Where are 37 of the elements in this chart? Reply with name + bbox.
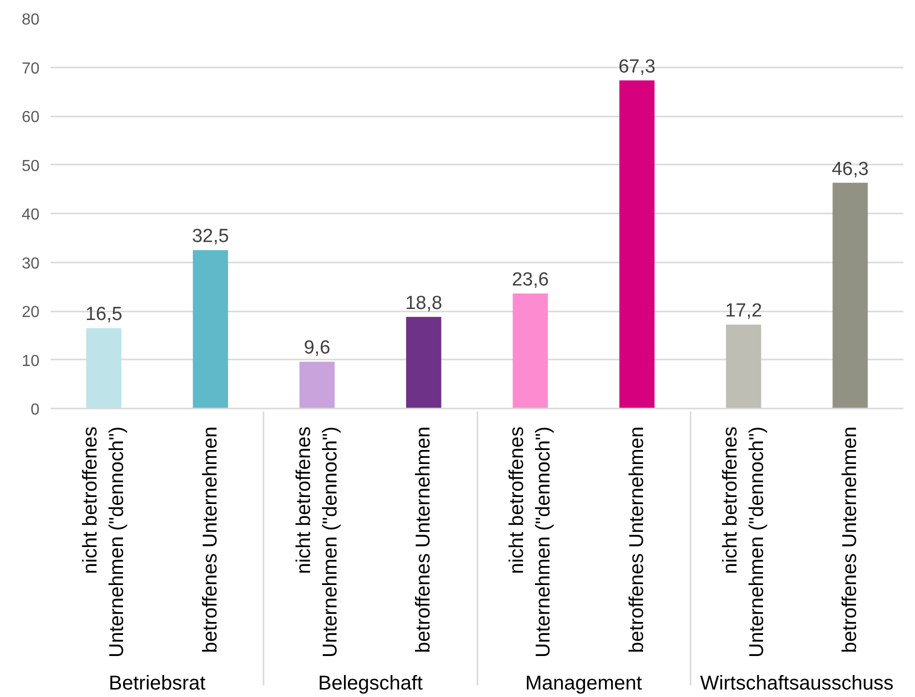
x-tick-label: betroffenes Unternehmen bbox=[412, 426, 435, 653]
y-tick-label: 70 bbox=[22, 60, 40, 78]
x-tick-label: nicht betroffenes Unternehmen ("dennoch") bbox=[719, 426, 768, 658]
bar bbox=[406, 316, 442, 408]
x-tick-label: betroffenes Unternehmen bbox=[199, 426, 222, 653]
data-label: 9,6 bbox=[304, 338, 330, 359]
text: Management bbox=[525, 672, 642, 694]
bar bbox=[726, 324, 762, 408]
x-tick-label: nicht betroffenes Unternehmen ("dennoch") bbox=[292, 426, 342, 658]
data-label: 17,2 bbox=[725, 300, 762, 322]
data-label: 46,3 bbox=[832, 158, 869, 180]
bar bbox=[619, 80, 655, 408]
x-tick-label: betroffenes Unternehmen bbox=[626, 426, 648, 653]
text: Wirtschaftsausschuss bbox=[700, 672, 894, 694]
data-label: 67,3 bbox=[618, 56, 656, 78]
data-label: 32,5 bbox=[192, 226, 229, 248]
y-tick-label: 20 bbox=[22, 304, 40, 321]
data-label: 23,6 bbox=[512, 269, 549, 290]
y-tick-label: 0 bbox=[30, 402, 40, 418]
x-tick-label: betroffenes Unternehmen bbox=[839, 426, 862, 653]
y-tick-label: 10 bbox=[22, 352, 40, 370]
text: Betriebsrat bbox=[108, 672, 206, 694]
data-label: 18,8 bbox=[405, 292, 442, 314]
x-tick-label: nicht betroffenes Unternehmen ("dennoch") bbox=[80, 426, 128, 658]
bar bbox=[192, 250, 228, 408]
bar bbox=[512, 293, 548, 408]
bar bbox=[299, 362, 335, 408]
x-tick-label: nicht betroffenes Unternehmen ("dennoch") bbox=[506, 426, 555, 658]
bar bbox=[86, 328, 122, 408]
y-tick-label: 60 bbox=[22, 109, 40, 126]
bar bbox=[832, 182, 868, 408]
data-label: 16,5 bbox=[85, 304, 122, 326]
y-tick-label: 30 bbox=[22, 255, 40, 272]
y-tick-label: 50 bbox=[22, 158, 40, 175]
y-tick-label: 80 bbox=[22, 12, 40, 28]
text: Belegschaft bbox=[318, 672, 424, 694]
y-tick-label: 40 bbox=[22, 206, 40, 224]
